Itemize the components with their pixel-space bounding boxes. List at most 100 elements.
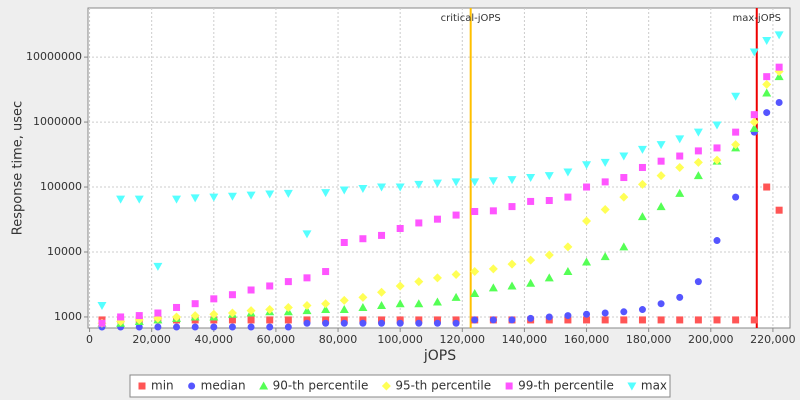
point [358,184,368,193]
point [693,128,703,137]
point [173,323,181,331]
point [638,306,646,314]
point [246,306,256,316]
point [322,319,330,327]
point [638,163,646,171]
point [563,267,573,276]
legend-swatch [505,382,513,390]
point [507,176,517,185]
y-tick-label: 100000 [40,180,82,193]
point [135,312,143,320]
point [657,300,665,308]
point [284,278,292,286]
legend-swatch [138,382,146,390]
point [190,311,200,321]
point [433,215,441,223]
point [265,190,275,199]
point [749,117,759,127]
x-tick-label: 180,000 [626,333,672,346]
point [526,255,536,265]
plot-area [87,7,791,329]
legend-label: min [151,379,174,393]
point [620,316,628,324]
point [116,195,126,204]
point [545,197,553,205]
point [358,302,368,311]
point [508,203,516,211]
point [694,316,702,324]
point [762,79,772,89]
point [676,316,684,324]
point [302,306,312,315]
legend-swatch [627,382,637,391]
point [302,230,312,239]
point [154,323,162,331]
y-tick-label: 1000 [54,310,82,323]
point [395,281,405,291]
point [582,216,592,226]
point [775,63,783,71]
point [694,147,702,155]
x-tick-label: 20,000 [132,333,171,346]
x-tick-label: 80,000 [319,333,358,346]
point [619,152,629,161]
point [227,308,237,318]
point [321,299,331,309]
point [451,292,461,301]
point [452,319,460,327]
point [763,73,771,81]
x-tick-label: 120,000 [440,333,486,346]
point [247,323,255,331]
point [470,178,480,187]
point [172,195,182,204]
point [583,183,591,191]
point [762,88,772,97]
point [359,235,367,243]
x-tick-label: 220,000 [750,333,796,346]
point [303,319,311,327]
point [414,277,424,287]
point [452,211,460,219]
x-tick-label: 60,000 [257,333,296,346]
point [488,264,498,274]
point [172,312,182,322]
legend-swatch [188,382,196,390]
point [396,224,404,232]
point [340,238,348,246]
point [266,282,274,290]
point [637,212,647,221]
point [415,219,423,227]
point [600,252,610,261]
point [302,301,312,311]
point [774,31,784,40]
point [656,171,666,181]
point [396,319,404,327]
point [731,140,741,150]
point [694,278,702,286]
point [583,316,591,324]
point [732,193,740,201]
point [527,314,535,322]
point [656,141,666,150]
legend-label: median [201,379,246,393]
point [322,268,330,276]
y-tick-label: 1000000 [33,115,82,128]
point [582,161,592,170]
point [284,323,292,331]
point [564,193,572,201]
point [675,188,685,197]
point [283,189,293,198]
point [97,302,107,311]
point [378,231,386,239]
point [675,135,685,144]
point [774,72,784,81]
point [339,305,349,314]
point [339,295,349,305]
point [676,152,684,160]
point [749,123,759,132]
point [98,319,106,327]
point [563,242,573,252]
point [488,177,498,186]
point [247,286,255,294]
point [414,180,424,189]
